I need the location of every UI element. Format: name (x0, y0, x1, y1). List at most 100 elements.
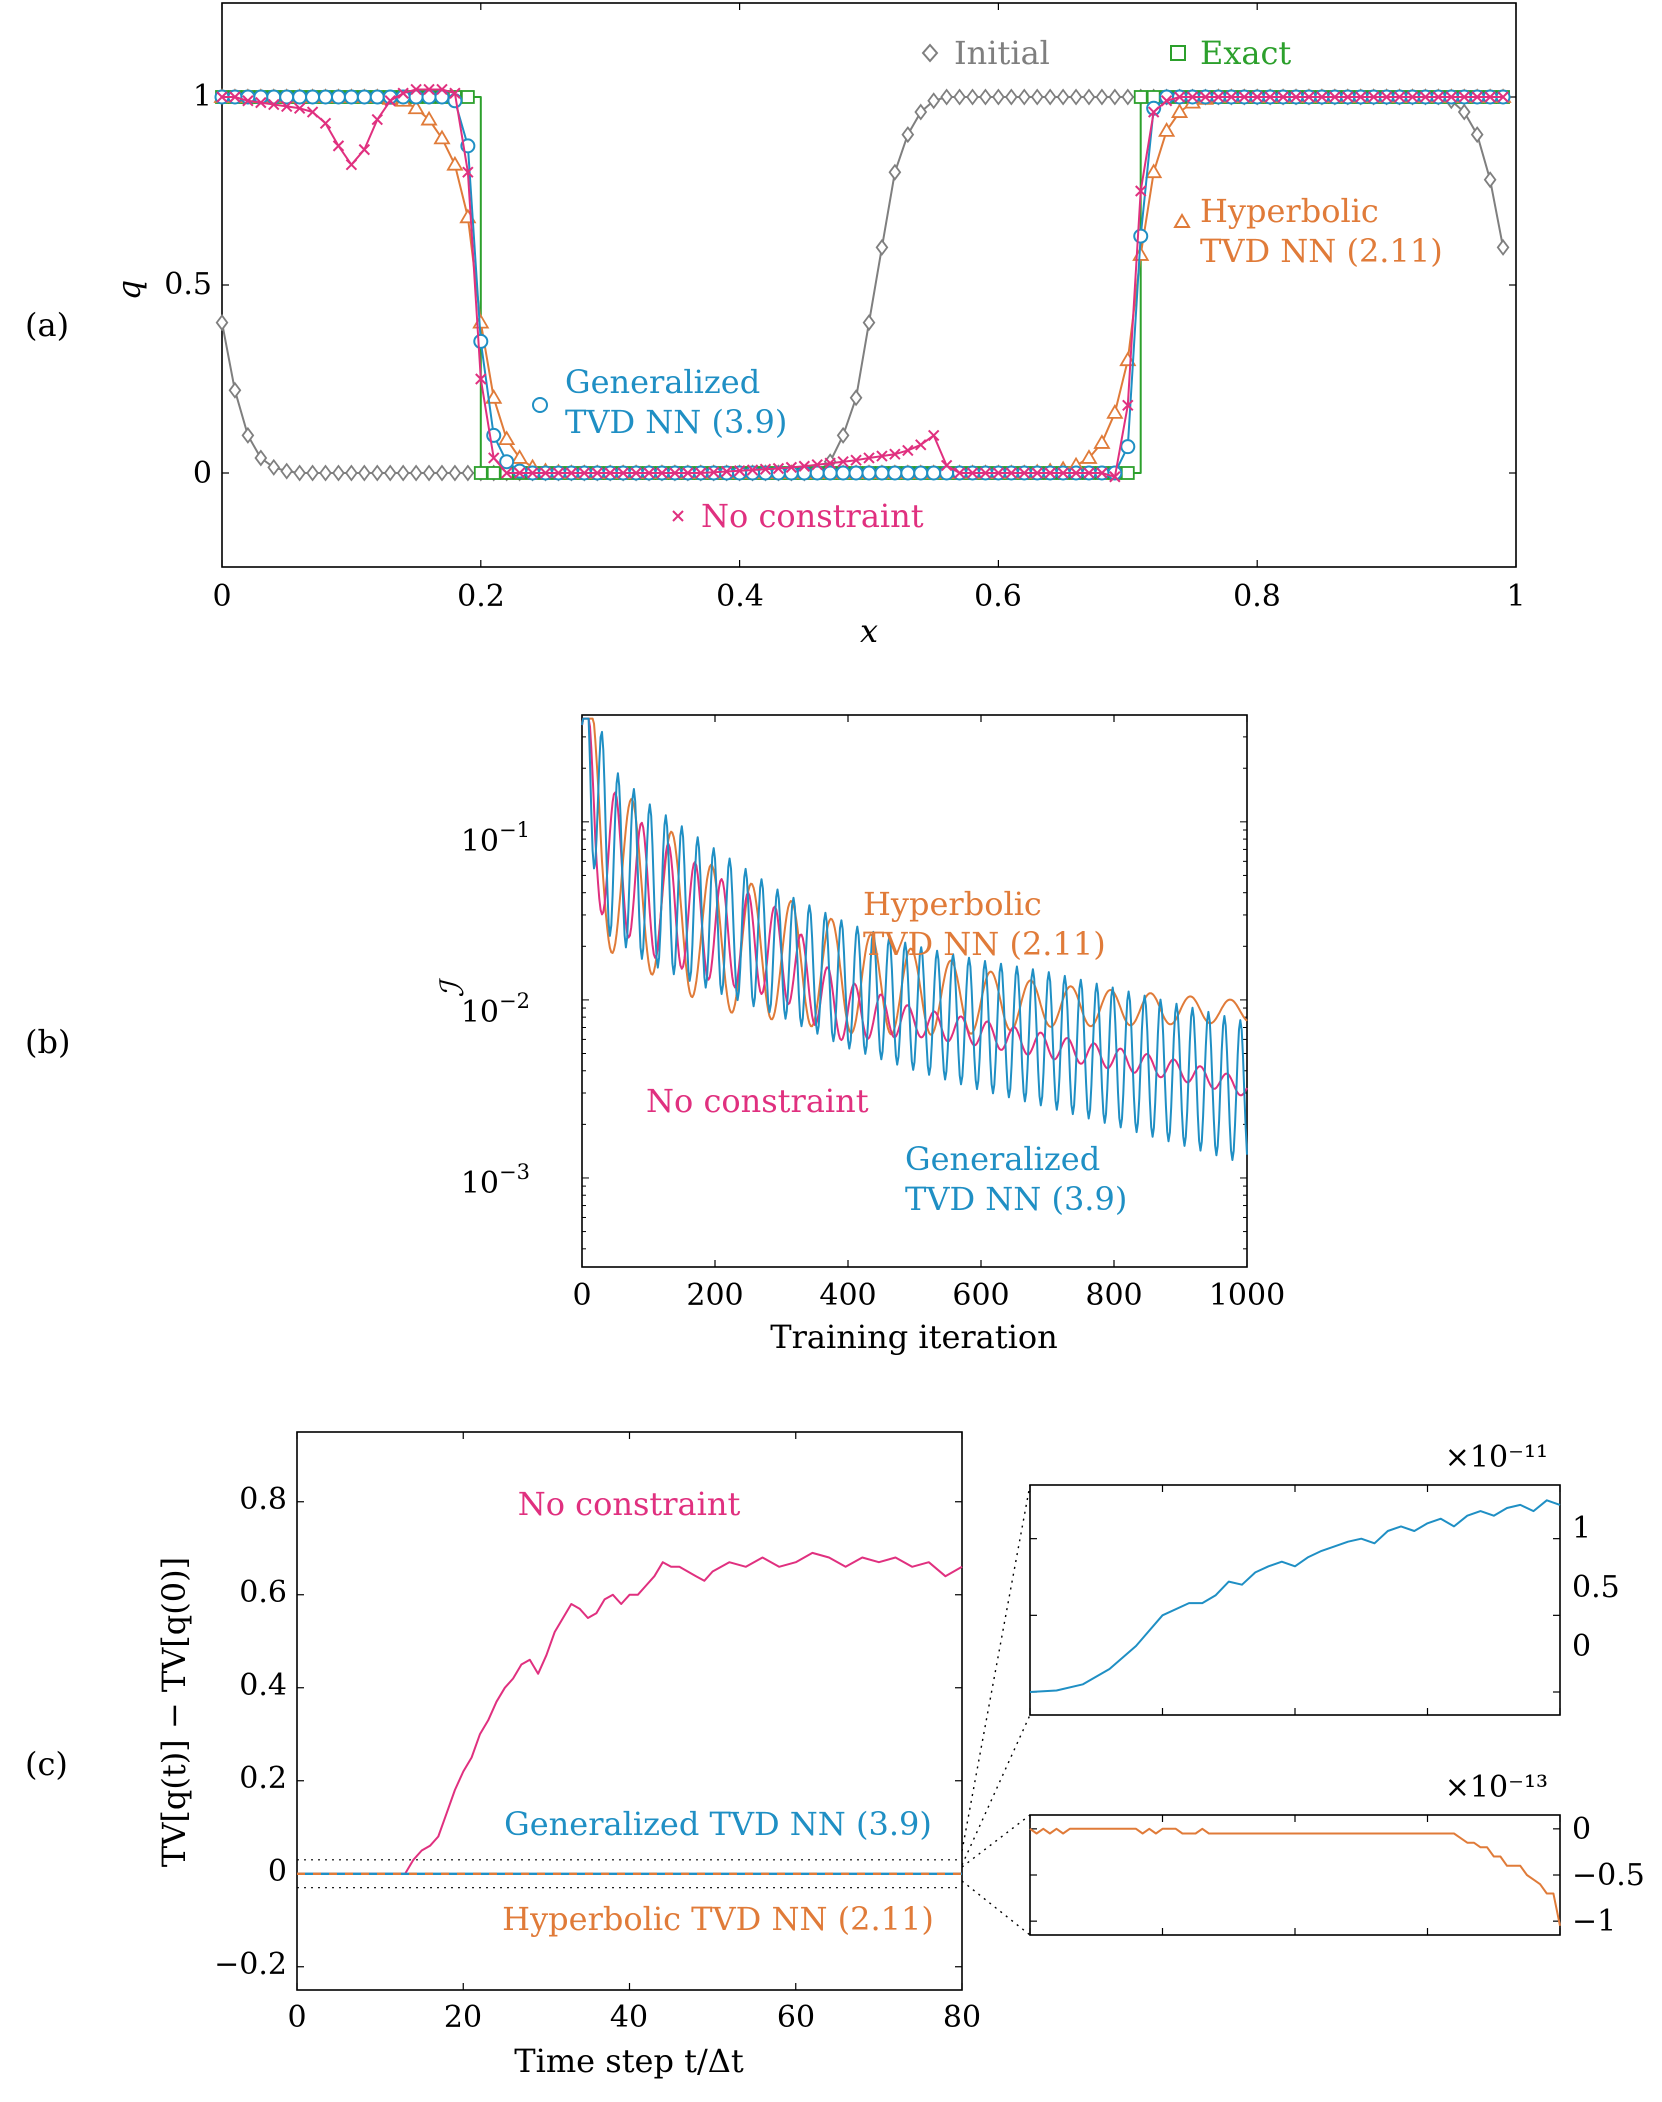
initial-point (1030, 88, 1044, 106)
initial-point (966, 88, 979, 106)
inset-top-frame (1029, 1484, 1561, 1716)
panel-b-ytick: 10−3 (461, 1160, 530, 1201)
series-exact (215, 90, 1510, 480)
generalized-point (292, 89, 308, 105)
noconstraint-point (979, 467, 992, 479)
noconstraint-point (811, 459, 823, 471)
noconstraint-point (720, 465, 733, 478)
legend-hyperbolic: Hyperbolic TVD NN (2.11) (1173, 192, 1443, 270)
panel-b-xtick: 1000 (1209, 1278, 1285, 1313)
hyperbolic-point (407, 99, 425, 115)
noconstraint-point (824, 457, 836, 469)
series-exact-line (222, 96, 1504, 474)
noconstraint-point (371, 113, 383, 126)
connector-line (961, 1880, 1031, 1936)
noconstraint-point (1135, 185, 1147, 197)
generalized-point (861, 465, 877, 481)
noconstraint-point (229, 91, 241, 103)
inset-bottom-ytick: −0.5 (1572, 1858, 1645, 1893)
hyperbolic-point (433, 129, 451, 145)
panel-b-series-generalized (581, 717, 1248, 1161)
noconstraint-point (1303, 91, 1315, 103)
panel-c-ytick: −0.2 (214, 1947, 287, 1982)
noconstraint-point (889, 448, 901, 460)
noconstraint-point (345, 158, 358, 171)
noconstraint-point (746, 464, 759, 476)
noconstraint-point (358, 143, 371, 156)
noconstraint-point (1471, 91, 1483, 103)
panel-a-xtick: 0.6 (974, 579, 1022, 614)
inset-bottom-multiplier: ×10⁻¹³ (1445, 1770, 1548, 1805)
panel-c-annotation-noconstraint: No constraint (518, 1485, 741, 1523)
generalized-point (926, 465, 942, 481)
panel-c-ylabel: TV[q(t)] − TV[q(0)] (155, 1557, 193, 1867)
initial-point (461, 464, 475, 482)
noconstraint-point (280, 100, 293, 113)
generalized-point (887, 465, 903, 481)
noconstraint-point (785, 461, 798, 474)
generalized-point (421, 89, 437, 105)
noconstraint-point (1122, 399, 1134, 412)
panel-b-chart: 0 200 400 600 800 1000 10−1 10−2 10−3 Tr… (433, 714, 1285, 1356)
generalized-point (318, 89, 334, 105)
panel-b-annotation-hyperbolic-1: Hyperbolic (863, 885, 1042, 923)
hyperbolic-point (511, 449, 529, 464)
noconstraint-point (1251, 91, 1263, 103)
noconstraint-point (604, 467, 616, 479)
noconstraint-point (216, 91, 228, 103)
noconstraint-point (1173, 91, 1186, 103)
noconstraint-point (733, 465, 746, 477)
legend-generalized-label-2: TVD NN (3.9) (565, 403, 787, 441)
exact-point (1133, 90, 1148, 104)
hyperbolic-point (498, 430, 516, 446)
series-initial (215, 88, 1510, 482)
noconstraint-point (863, 452, 875, 464)
noconstraint-point (876, 450, 888, 462)
legend-generalized-label-1: Generalized (565, 363, 760, 401)
legend-hyperbolic-label-2: TVD NN (2.11) (1200, 232, 1443, 270)
panel-label-b: (b) (25, 1023, 70, 1061)
hyperbolic-point (1080, 449, 1098, 464)
noconstraint-point (591, 467, 603, 479)
noconstraint-point (462, 166, 474, 178)
inset-bottom-series-hyperbolic (1029, 1827, 1561, 1927)
noconstraint-point (1458, 91, 1470, 103)
initial-point (254, 449, 268, 467)
noconstraint-point (578, 467, 591, 479)
series-generalized (214, 89, 1511, 481)
generalized-point (473, 333, 489, 349)
noconstraint-point (617, 467, 629, 479)
generalized-point (512, 463, 528, 479)
initial-point (1470, 126, 1484, 144)
inset-top-ytick: 0 (1572, 1629, 1591, 1664)
initial-point (875, 238, 889, 256)
initial-point (901, 126, 915, 144)
initial-point (241, 426, 255, 444)
exact-point (473, 466, 488, 480)
noconstraint-point (1445, 91, 1458, 103)
noconstraint-point (1264, 91, 1276, 103)
panel-c-chart: 0 20 40 60 80 −0.2 0 0.2 0.4 0.6 0.8 Tim… (155, 1431, 981, 2080)
series-noconstraint (216, 83, 1509, 483)
connector-line (961, 1814, 1031, 1868)
hyperbolic-point (1145, 163, 1163, 179)
noconstraint-point (255, 96, 267, 109)
panel-b-xtick: 0 (572, 1278, 591, 1313)
noconstraint-point (449, 87, 461, 99)
inset-top-chart: ×10⁻¹¹ 1 0.5 0 (1029, 1440, 1620, 1716)
noconstraint-point (695, 467, 707, 479)
initial-point (228, 381, 242, 399)
initial-point (319, 464, 332, 482)
initial-point (1457, 103, 1471, 121)
panel-c-xtick: 40 (610, 2000, 648, 2035)
panel-a-xlabel: x (860, 612, 878, 650)
initial-point (862, 314, 876, 332)
panel-b-annotation-generalized-1: Generalized (905, 1140, 1100, 1178)
generalized-point (796, 465, 812, 481)
generalized-point (266, 89, 282, 105)
inset-top-ytick: 0.5 (1572, 1570, 1620, 1605)
generalized-point (874, 465, 890, 481)
noconstraint-point (992, 467, 1005, 479)
series-hyperbolic-line (222, 96, 1504, 474)
panel-label-a: (a) (25, 306, 69, 344)
